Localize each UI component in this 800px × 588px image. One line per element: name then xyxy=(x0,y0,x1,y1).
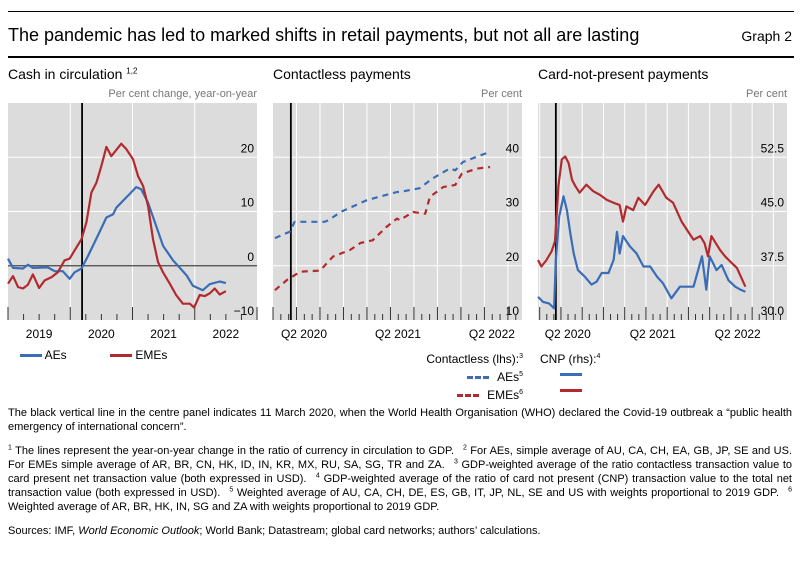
x-tick-label: Q2 2020 xyxy=(545,327,591,341)
unit-label-contactless: Per cent xyxy=(481,88,522,100)
legend-heading-text: Contactless (lhs): xyxy=(426,352,520,366)
footnote-text: GDP-weighted average of the ratio of car… xyxy=(8,473,792,499)
legend-heading-cnp: CNP (rhs):4 xyxy=(540,349,600,367)
y-tick-label: 20 xyxy=(241,141,255,155)
unit-label-cnp: Per cent xyxy=(746,88,787,100)
graph-number: Graph 2 xyxy=(741,28,792,44)
footnote-ref: 5 xyxy=(519,371,523,378)
chart-panel-2: 30.037.545.052.5Q2 2020 Q2 2021 Q2 2022 xyxy=(537,103,787,341)
sources-prefix: Sources: IMF, xyxy=(8,525,79,537)
legend-label: EMEs xyxy=(487,388,520,402)
panel-title-cnp: Card-not-present payments xyxy=(538,66,709,82)
legend-swatch-cnp-aes xyxy=(560,373,582,376)
title-rule xyxy=(8,56,794,58)
footnote-ref: 6 xyxy=(519,389,523,396)
series-line-emes xyxy=(274,165,491,292)
top-rule xyxy=(8,11,794,12)
legend-heading-text: CNP (rhs): xyxy=(540,352,597,366)
unit-label-cash: Per cent change, year-on-year xyxy=(108,88,257,100)
footnotes: 1 The lines represent the year-on-year c… xyxy=(8,444,792,514)
x-tick-label: 2021 xyxy=(150,327,177,341)
footnote-text: Weighted average of AR, BR, HK, IN, SG a… xyxy=(8,501,440,513)
footnote-number: 1 xyxy=(8,444,12,452)
notes-block: The black vertical line in the centre pa… xyxy=(8,406,792,538)
x-tick-label: 2019 xyxy=(26,327,53,341)
graph-title: The pandemic has led to marked shifts in… xyxy=(8,25,640,45)
legend-swatch-emes xyxy=(110,354,133,358)
legend-cnp: CNP (rhs):4 xyxy=(540,349,600,399)
legend-cash: AEs EMEs xyxy=(20,348,167,362)
y-tick-label: 45.0 xyxy=(761,196,785,210)
legend-heading-contactless: Contactless (lhs):3 xyxy=(405,349,523,367)
y-tick-label: 40 xyxy=(506,141,520,155)
sources-publication: World Economic Outlook xyxy=(78,525,200,537)
series-line-emes xyxy=(537,155,747,288)
sources: Sources: IMF, World Economic Outlook; Wo… xyxy=(8,524,792,538)
x-tick-label: Q2 2022 xyxy=(715,327,761,341)
sources-suffix: ; World Bank; Datastream; global card ne… xyxy=(199,525,541,537)
legend-swatch-cnp-emes xyxy=(560,389,582,392)
footnote-ref: 3 xyxy=(519,353,523,360)
y-tick-label: 37.5 xyxy=(761,250,785,264)
x-tick-label: Q2 2022 xyxy=(469,327,515,341)
footnote-number: 4 xyxy=(315,472,320,480)
legend-swatch-emes-dashed xyxy=(457,394,480,398)
x-tick-label: 2020 xyxy=(88,327,115,341)
series-line-aes xyxy=(537,195,746,310)
y-tick-label: 52.5 xyxy=(761,141,785,155)
y-tick-label: 30 xyxy=(506,196,520,210)
footnote-number: 3 xyxy=(453,458,458,466)
footnote-text: GDP-weighted average of the ratio contac… xyxy=(8,459,792,485)
legend-label-emes: EMEs xyxy=(135,348,168,362)
legend-label-aes: AEs xyxy=(44,348,67,362)
legend-item-emes-dashed: EMEs6 xyxy=(405,385,523,403)
series-line-emes xyxy=(7,142,227,309)
chart-note: The black vertical line in the centre pa… xyxy=(8,407,792,433)
x-tick-label: Q2 2021 xyxy=(630,327,676,341)
y-tick-label: 20 xyxy=(506,250,520,264)
panel-title-text: Cash in circulation xyxy=(8,66,123,82)
legend-swatch-aes xyxy=(20,354,42,358)
footnote-number: 6 xyxy=(788,486,792,494)
y-tick-label: 0 xyxy=(247,250,254,264)
x-tick-label: 2022 xyxy=(213,327,240,341)
footnote-ref: 4 xyxy=(596,353,601,360)
series-line-aes xyxy=(7,186,227,292)
footnote-text: For AEs, simple average of AU, CA, CH, E… xyxy=(8,445,792,471)
legend-contactless: Contactless (lhs):3 AEs5 EMEs6 xyxy=(405,349,523,403)
y-tick-label: −10 xyxy=(234,304,255,318)
panel-title-contactless: Contactless payments xyxy=(273,66,411,82)
footnote-text: Weighted average of AU, CA, CH, DE, ES, … xyxy=(233,487,783,499)
x-tick-label: Q2 2021 xyxy=(375,327,421,341)
legend-label: AEs xyxy=(497,370,520,384)
chart-panel-0: −10 0 10 20 2019 2020 2021 2022 xyxy=(7,103,258,341)
legend-item-cnp-emes xyxy=(540,383,600,399)
x-tick-label: Q2 2020 xyxy=(281,327,327,341)
legend-item-aes-dashed: AEs5 xyxy=(405,367,523,385)
legend-swatch-aes-dashed xyxy=(467,376,490,380)
legend-item-cnp-aes xyxy=(540,367,600,383)
footnote-number: 2 xyxy=(462,444,467,452)
footnote-text: The lines represent the year-on-year cha… xyxy=(11,445,458,457)
y-tick-label: 10 xyxy=(241,196,255,210)
footnote-number: 5 xyxy=(229,486,234,494)
panel-title-cash: Cash in circulation 1,2 xyxy=(8,66,137,82)
footnote-ref: 1,2 xyxy=(126,66,138,76)
series-line-aes xyxy=(274,150,491,240)
